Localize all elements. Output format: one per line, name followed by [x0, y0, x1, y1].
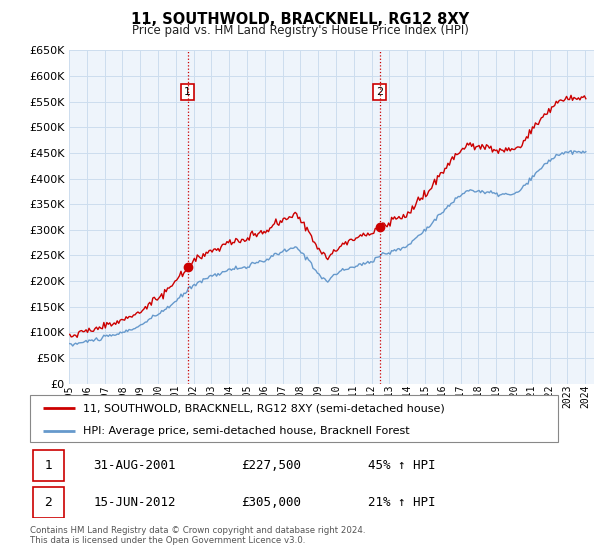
- Text: This data is licensed under the Open Government Licence v3.0.: This data is licensed under the Open Gov…: [30, 536, 305, 545]
- Text: HPI: Average price, semi-detached house, Bracknell Forest: HPI: Average price, semi-detached house,…: [83, 426, 409, 436]
- Text: Contains HM Land Registry data © Crown copyright and database right 2024.: Contains HM Land Registry data © Crown c…: [30, 526, 365, 535]
- FancyBboxPatch shape: [32, 450, 64, 481]
- Text: 31-AUG-2001: 31-AUG-2001: [94, 459, 176, 472]
- Text: 11, SOUTHWOLD, BRACKNELL, RG12 8XY: 11, SOUTHWOLD, BRACKNELL, RG12 8XY: [131, 12, 469, 27]
- Text: 21% ↑ HPI: 21% ↑ HPI: [368, 496, 436, 509]
- Text: £227,500: £227,500: [241, 459, 301, 472]
- Text: 11, SOUTHWOLD, BRACKNELL, RG12 8XY (semi-detached house): 11, SOUTHWOLD, BRACKNELL, RG12 8XY (semi…: [83, 403, 445, 413]
- FancyBboxPatch shape: [30, 395, 558, 442]
- Text: 1: 1: [44, 459, 52, 472]
- Text: £305,000: £305,000: [241, 496, 301, 509]
- Text: Price paid vs. HM Land Registry's House Price Index (HPI): Price paid vs. HM Land Registry's House …: [131, 24, 469, 37]
- Text: 2: 2: [44, 496, 52, 509]
- Text: 2: 2: [376, 87, 383, 97]
- Text: 15-JUN-2012: 15-JUN-2012: [94, 496, 176, 509]
- Text: 45% ↑ HPI: 45% ↑ HPI: [368, 459, 436, 472]
- Text: 1: 1: [184, 87, 191, 97]
- FancyBboxPatch shape: [32, 487, 64, 518]
